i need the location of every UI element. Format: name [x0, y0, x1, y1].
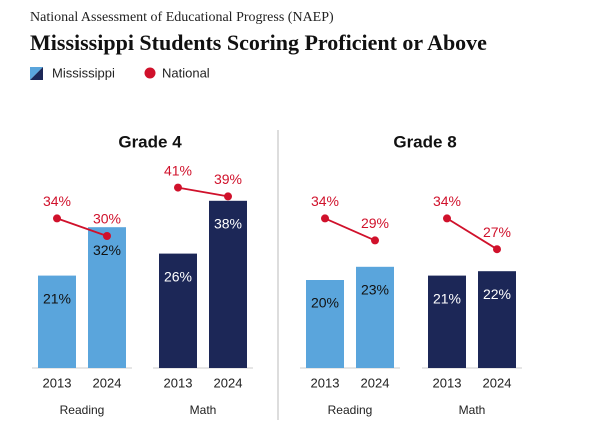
legend-label: National: [162, 65, 210, 80]
national-dot: [443, 214, 451, 223]
bar-label: 38%: [214, 216, 242, 232]
x-tick-label: 2013: [164, 375, 193, 390]
national-label: 34%: [433, 193, 461, 209]
x-tick-label: 2024: [361, 375, 390, 390]
x-axis-label: Math: [459, 403, 486, 417]
legend-dot: [144, 67, 156, 79]
national-dot: [371, 236, 379, 245]
group-title: Grade 4: [118, 132, 182, 151]
national-dot: [103, 232, 111, 240]
national-label: 27%: [483, 224, 511, 240]
bar-label: 32%: [93, 242, 121, 258]
bar: [88, 227, 126, 368]
national-line: [324, 217, 376, 242]
national-dot: [174, 183, 182, 192]
x-tick-label: 2024: [93, 375, 122, 390]
bar: [209, 200, 247, 368]
bar: [159, 253, 197, 368]
bar: [428, 275, 466, 368]
bar-label: 21%: [433, 290, 461, 306]
national-dot: [224, 192, 232, 201]
supertitle: National Assessment of Educational Progr…: [30, 10, 334, 25]
legend-swatch: [30, 67, 43, 80]
bar-label: 22%: [483, 286, 511, 302]
x-axis-label: Reading: [328, 403, 373, 417]
x-tick-label: 2024: [483, 375, 512, 390]
x-tick-label: 2024: [214, 375, 243, 390]
national-label: 41%: [164, 162, 192, 178]
bar-label: 21%: [43, 290, 71, 306]
national-dot: [321, 214, 329, 223]
title: Mississippi Students Scoring Proficient …: [30, 30, 487, 55]
legend-label: Mississippi: [52, 65, 115, 80]
national-label: 34%: [311, 193, 339, 209]
x-tick-label: 2013: [311, 375, 340, 390]
x-axis-label: Math: [190, 403, 217, 417]
bar-label: 23%: [361, 282, 389, 298]
national-line: [177, 186, 229, 198]
bar: [478, 271, 516, 368]
x-axis-label: Reading: [60, 403, 105, 417]
national-label: 29%: [361, 215, 389, 231]
bar-label: 20%: [311, 295, 339, 311]
x-tick-label: 2013: [433, 375, 462, 390]
national-label: 34%: [43, 193, 71, 209]
national-label: 39%: [214, 171, 242, 187]
group-title: Grade 8: [393, 132, 456, 151]
bar: [38, 275, 76, 368]
national-dot: [53, 214, 61, 223]
x-tick-label: 2013: [43, 375, 72, 390]
bar-label: 26%: [164, 268, 192, 284]
national-label: 30%: [93, 211, 121, 227]
national-dot: [493, 245, 501, 254]
national-line: [446, 217, 498, 250]
bar: [306, 280, 344, 368]
bar: [356, 266, 394, 368]
national-line: [56, 217, 108, 237]
